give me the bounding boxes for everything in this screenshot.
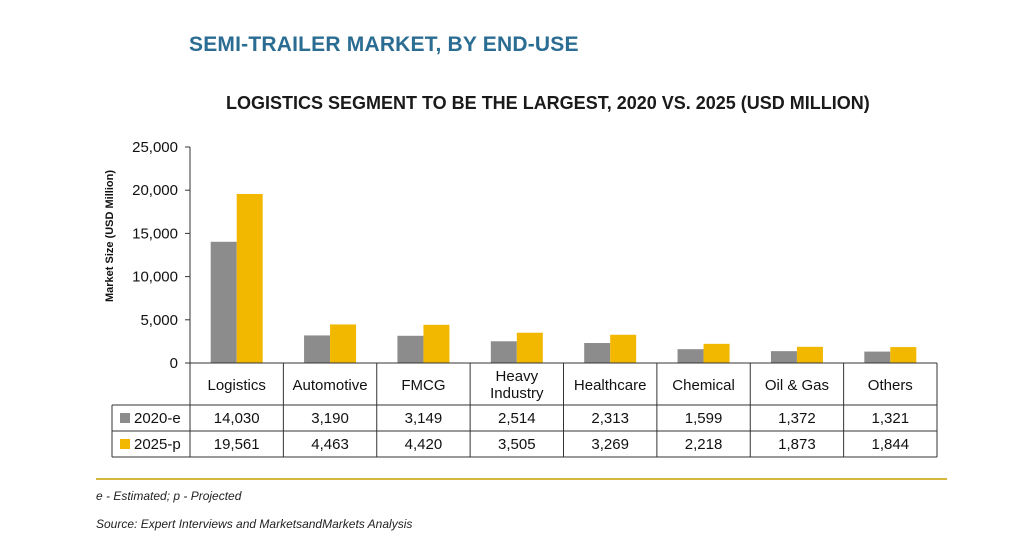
category-label: Others — [868, 377, 913, 394]
bar-2025 — [236, 193, 263, 363]
divider — [96, 478, 947, 480]
bar-2020 — [397, 335, 424, 363]
legend-swatch-2020 — [120, 413, 130, 423]
y-tick-label: 5,000 — [140, 312, 178, 329]
data-label: 1,873 — [778, 436, 816, 453]
bar-2020 — [864, 351, 891, 363]
category-label: Logistics — [208, 377, 266, 394]
footnote: e - Estimated; p - Projected — [96, 489, 242, 503]
category-label: Oil & Gas — [765, 377, 829, 394]
data-label: 2,313 — [591, 410, 629, 427]
y-tick-label: 10,000 — [132, 269, 178, 286]
data-label: 4,463 — [311, 436, 349, 453]
bar-2025 — [516, 332, 543, 363]
bar-2020 — [770, 351, 797, 363]
bar-2020 — [210, 241, 237, 363]
bar-2025 — [423, 324, 450, 363]
category-label: Heavy Industry — [490, 368, 544, 402]
bar-2025 — [330, 324, 357, 363]
y-tick-label: 25,000 — [132, 139, 178, 156]
category-label: FMCG — [401, 377, 445, 394]
bar-chart: 25,000 20,000 15,000 10,000 5,000 0 Market Siz… — [104, 139, 938, 458]
data-label: 3,190 — [311, 410, 349, 427]
legend-swatch-2025 — [120, 439, 130, 449]
bar-2025 — [610, 334, 637, 363]
bar-2025 — [890, 347, 917, 363]
data-label: 4,420 — [405, 436, 443, 453]
data-label: 1,372 — [778, 410, 816, 427]
bar-2020 — [304, 335, 331, 363]
data-label: 1,599 — [685, 410, 723, 427]
source-note: Source: Expert Interviews and Marketsand… — [96, 517, 413, 531]
data-label: 19,561 — [214, 436, 260, 453]
data-label: 14,030 — [214, 410, 260, 427]
data-label: 2,218 — [685, 436, 723, 453]
bar-2020 — [490, 341, 517, 363]
data-label: 3,149 — [405, 410, 443, 427]
bar-2020 — [584, 343, 611, 363]
bar-2020 — [677, 349, 704, 363]
category-label: Healthcare — [574, 377, 647, 394]
bar-2025 — [796, 346, 823, 363]
y-axis-label: Market Size (USD Million) — [104, 170, 116, 302]
y-tick-label: 0 — [170, 355, 178, 372]
bar-2025 — [703, 343, 730, 363]
data-label: 3,505 — [498, 436, 536, 453]
page-title: SEMI-TRAILER MARKET, BY END-USE — [189, 33, 579, 56]
chart-title: LOGISTICS SEGMENT TO BE THE LARGEST, 202… — [226, 93, 870, 113]
data-label: 3,269 — [591, 436, 629, 453]
legend-label: 2025-p — [134, 436, 181, 453]
data-label: 1,844 — [872, 436, 910, 453]
y-tick-label: 15,000 — [132, 225, 178, 242]
data-label: 1,321 — [872, 410, 910, 427]
legend-label: 2020-e — [134, 410, 181, 427]
y-tick-label: 20,000 — [132, 182, 178, 199]
category-label: Chemical — [672, 377, 735, 394]
category-label: Automotive — [293, 377, 368, 394]
data-label: 2,514 — [498, 410, 536, 427]
